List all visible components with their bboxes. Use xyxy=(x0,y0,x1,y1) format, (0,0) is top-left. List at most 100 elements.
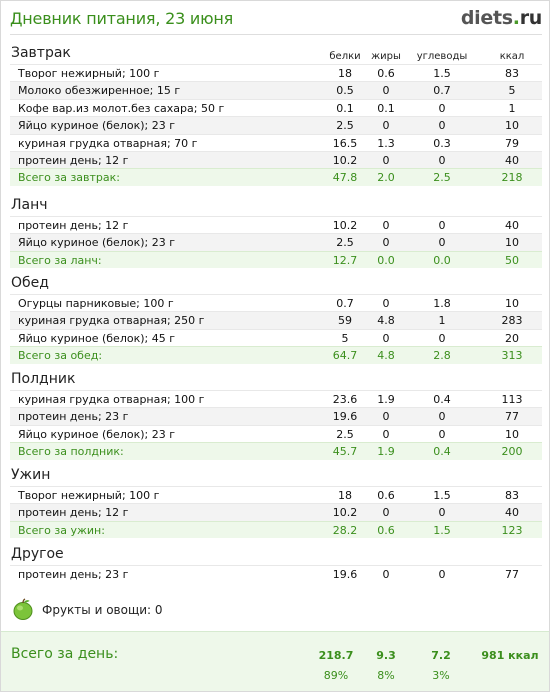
fat-value: 0 xyxy=(382,506,390,520)
total-label: Всего за ланч: xyxy=(18,253,102,267)
total-protein: 64.7 xyxy=(332,349,358,363)
fat-value: 0 xyxy=(382,119,390,133)
protein-value: 2.5 xyxy=(336,427,354,441)
total-protein: 28.2 xyxy=(332,523,358,537)
food-row[interactable]: Молоко обезжиренное; 15 г 0.5 0 0.7 5 xyxy=(10,81,542,99)
food-row[interactable]: Творог нежирный; 100 г 18 0.6 1.5 83 xyxy=(10,64,542,81)
food-row[interactable]: куриная грудка отварная; 100 г 23.6 1.9 0.4… xyxy=(10,390,542,407)
meal-section: Обед Огурцы парниковые; 100 г 0.7 0 1.8 10 кур… xyxy=(10,275,542,364)
carbs-value: 0 xyxy=(438,153,446,167)
protein-value: 2.5 xyxy=(336,236,354,250)
carbs-value: 0 xyxy=(438,101,446,115)
food-name: Яйцо куриное (белок); 23 г xyxy=(18,119,175,133)
site-logo[interactable]: diets.ru xyxy=(461,7,542,29)
day-total-carbs-pct: 3% xyxy=(432,669,450,682)
food-row[interactable]: Кофе вар.из молот.без сахара; 50 г 0.1 0.1… xyxy=(10,98,542,116)
food-name: протеин день; 23 г xyxy=(18,410,129,424)
total-label: Всего за обед: xyxy=(18,349,103,363)
total-fat: 1.9 xyxy=(377,445,395,459)
meal-header: Обед xyxy=(10,275,542,294)
fat-value: 0 xyxy=(382,331,390,345)
protein-value: 10.2 xyxy=(332,506,358,520)
total-protein: 47.8 xyxy=(332,171,358,185)
meal-header: Завтрак белки жиры углеводы ккал xyxy=(10,45,542,64)
carbs-value: 0 xyxy=(438,410,446,424)
protein-value: 59 xyxy=(338,314,352,328)
food-row[interactable]: Яйцо куриное (белок); 23 г 2.5 0 0 10 xyxy=(10,424,542,442)
fat-value: 1.3 xyxy=(377,136,395,150)
carbs-value: 1 xyxy=(438,314,446,328)
food-name: куриная грудка отварная; 70 г xyxy=(18,136,198,150)
food-row[interactable]: Яйцо куриное (белок); 45 г 5 0 0 20 xyxy=(10,328,542,346)
meal-section: Полдник куриная грудка отварная; 100 г 23.… xyxy=(10,371,542,460)
fat-value: 0.1 xyxy=(377,101,395,115)
carbs-value: 0.3 xyxy=(433,136,451,150)
food-name: Молоко обезжиренное; 15 г xyxy=(18,84,181,98)
apple-icon xyxy=(13,598,33,620)
food-row[interactable]: протеин день; 23 г 19.6 0 0 77 xyxy=(10,565,542,582)
food-row[interactable]: куриная грудка отварная; 70 г 16.5 1.3 0.3 7… xyxy=(10,133,542,151)
fat-value: 0 xyxy=(382,236,390,250)
page-title: Дневник питания, 23 июня xyxy=(10,9,234,28)
food-row[interactable]: протеин день; 23 г 19.6 0 0 77 xyxy=(10,407,542,425)
total-fat: 2.0 xyxy=(377,171,395,185)
food-row[interactable]: Огурцы парниковые; 100 г 0.7 0 1.8 10 xyxy=(10,294,542,311)
kcal-value: 40 xyxy=(505,506,519,520)
carbs-value: 0 xyxy=(438,331,446,345)
fat-value: 0 xyxy=(382,568,390,581)
protein-value: 0.5 xyxy=(336,84,354,98)
meal-section: Другое протеин день; 23 г 19.6 0 0 77 xyxy=(10,546,542,582)
kcal-value: 77 xyxy=(505,410,519,424)
logo-tld: ru xyxy=(519,7,543,29)
fruits-label: Фрукты и овощи: 0 xyxy=(42,603,163,617)
kcal-value: 20 xyxy=(505,331,519,345)
total-protein: 45.7 xyxy=(332,445,358,459)
meal-header: Ланч xyxy=(10,197,542,216)
total-label: Всего за ужин: xyxy=(18,523,105,537)
total-fat: 0.6 xyxy=(377,523,395,537)
total-label: Всего за завтрак: xyxy=(18,171,121,185)
food-row[interactable]: протеин день; 12 г 10.2 0 0 40 xyxy=(10,216,542,233)
food-row[interactable]: Яйцо куриное (белок); 23 г 2.5 0 0 10 xyxy=(10,233,542,251)
fat-value: 0 xyxy=(382,427,390,441)
kcal-value: 5 xyxy=(508,84,516,98)
food-name: Яйцо куриное (белок); 23 г xyxy=(18,236,175,250)
day-total-fat-pct: 8% xyxy=(377,669,395,682)
food-row[interactable]: протеин день; 12 г 10.2 0 0 40 xyxy=(10,150,542,169)
day-total: Всего за день: 218.7 9.3 7.2 981 ккал 89… xyxy=(1,631,549,691)
meal-header: Полдник xyxy=(10,371,542,390)
carbs-value: 0.4 xyxy=(433,393,451,406)
kcal-value: 10 xyxy=(505,297,519,310)
day-total-protein: 218.7 xyxy=(318,649,354,662)
logo-dot: . xyxy=(512,7,520,29)
header: Дневник питания, 23 июня diets.ru xyxy=(10,7,542,31)
food-name: протеин день; 12 г xyxy=(18,153,129,167)
protein-value: 0.1 xyxy=(336,101,354,115)
food-name: протеин день; 12 г xyxy=(18,506,129,520)
fat-value: 0 xyxy=(382,410,390,424)
food-name: Яйцо куриное (белок); 45 г xyxy=(18,331,175,345)
day-total-kcal: 981 ккал xyxy=(481,649,539,662)
protein-value: 19.6 xyxy=(332,568,358,581)
fat-value: 0.6 xyxy=(377,489,395,502)
carbs-value: 0 xyxy=(438,568,446,581)
kcal-value: 113 xyxy=(501,393,523,406)
carbs-value: 0 xyxy=(438,236,446,250)
carbs-value: 1.8 xyxy=(433,297,451,310)
food-row[interactable]: протеин день; 12 г 10.2 0 0 40 xyxy=(10,503,542,521)
meal-total-row: Всего за полдник: 45.7 1.9 0.4 200 xyxy=(10,442,542,460)
kcal-value: 83 xyxy=(505,489,519,502)
total-fat: 4.8 xyxy=(377,349,395,363)
total-carbs: 0.0 xyxy=(433,253,451,267)
food-row[interactable]: Яйцо куриное (белок); 23 г 2.5 0 0 10 xyxy=(10,116,542,134)
protein-value: 18 xyxy=(338,489,352,502)
food-row[interactable]: Творог нежирный; 100 г 18 0.6 1.5 83 xyxy=(10,486,542,503)
fat-value: 0 xyxy=(382,219,390,232)
kcal-value: 1 xyxy=(508,101,516,115)
protein-value: 19.6 xyxy=(332,410,358,424)
protein-value: 0.7 xyxy=(336,297,354,310)
total-protein: 12.7 xyxy=(332,253,358,267)
food-row[interactable]: куриная грудка отварная; 250 г 59 4.8 1 283 xyxy=(10,311,542,329)
fruits-vegetables: Фрукты и овощи: 0 xyxy=(13,598,313,622)
